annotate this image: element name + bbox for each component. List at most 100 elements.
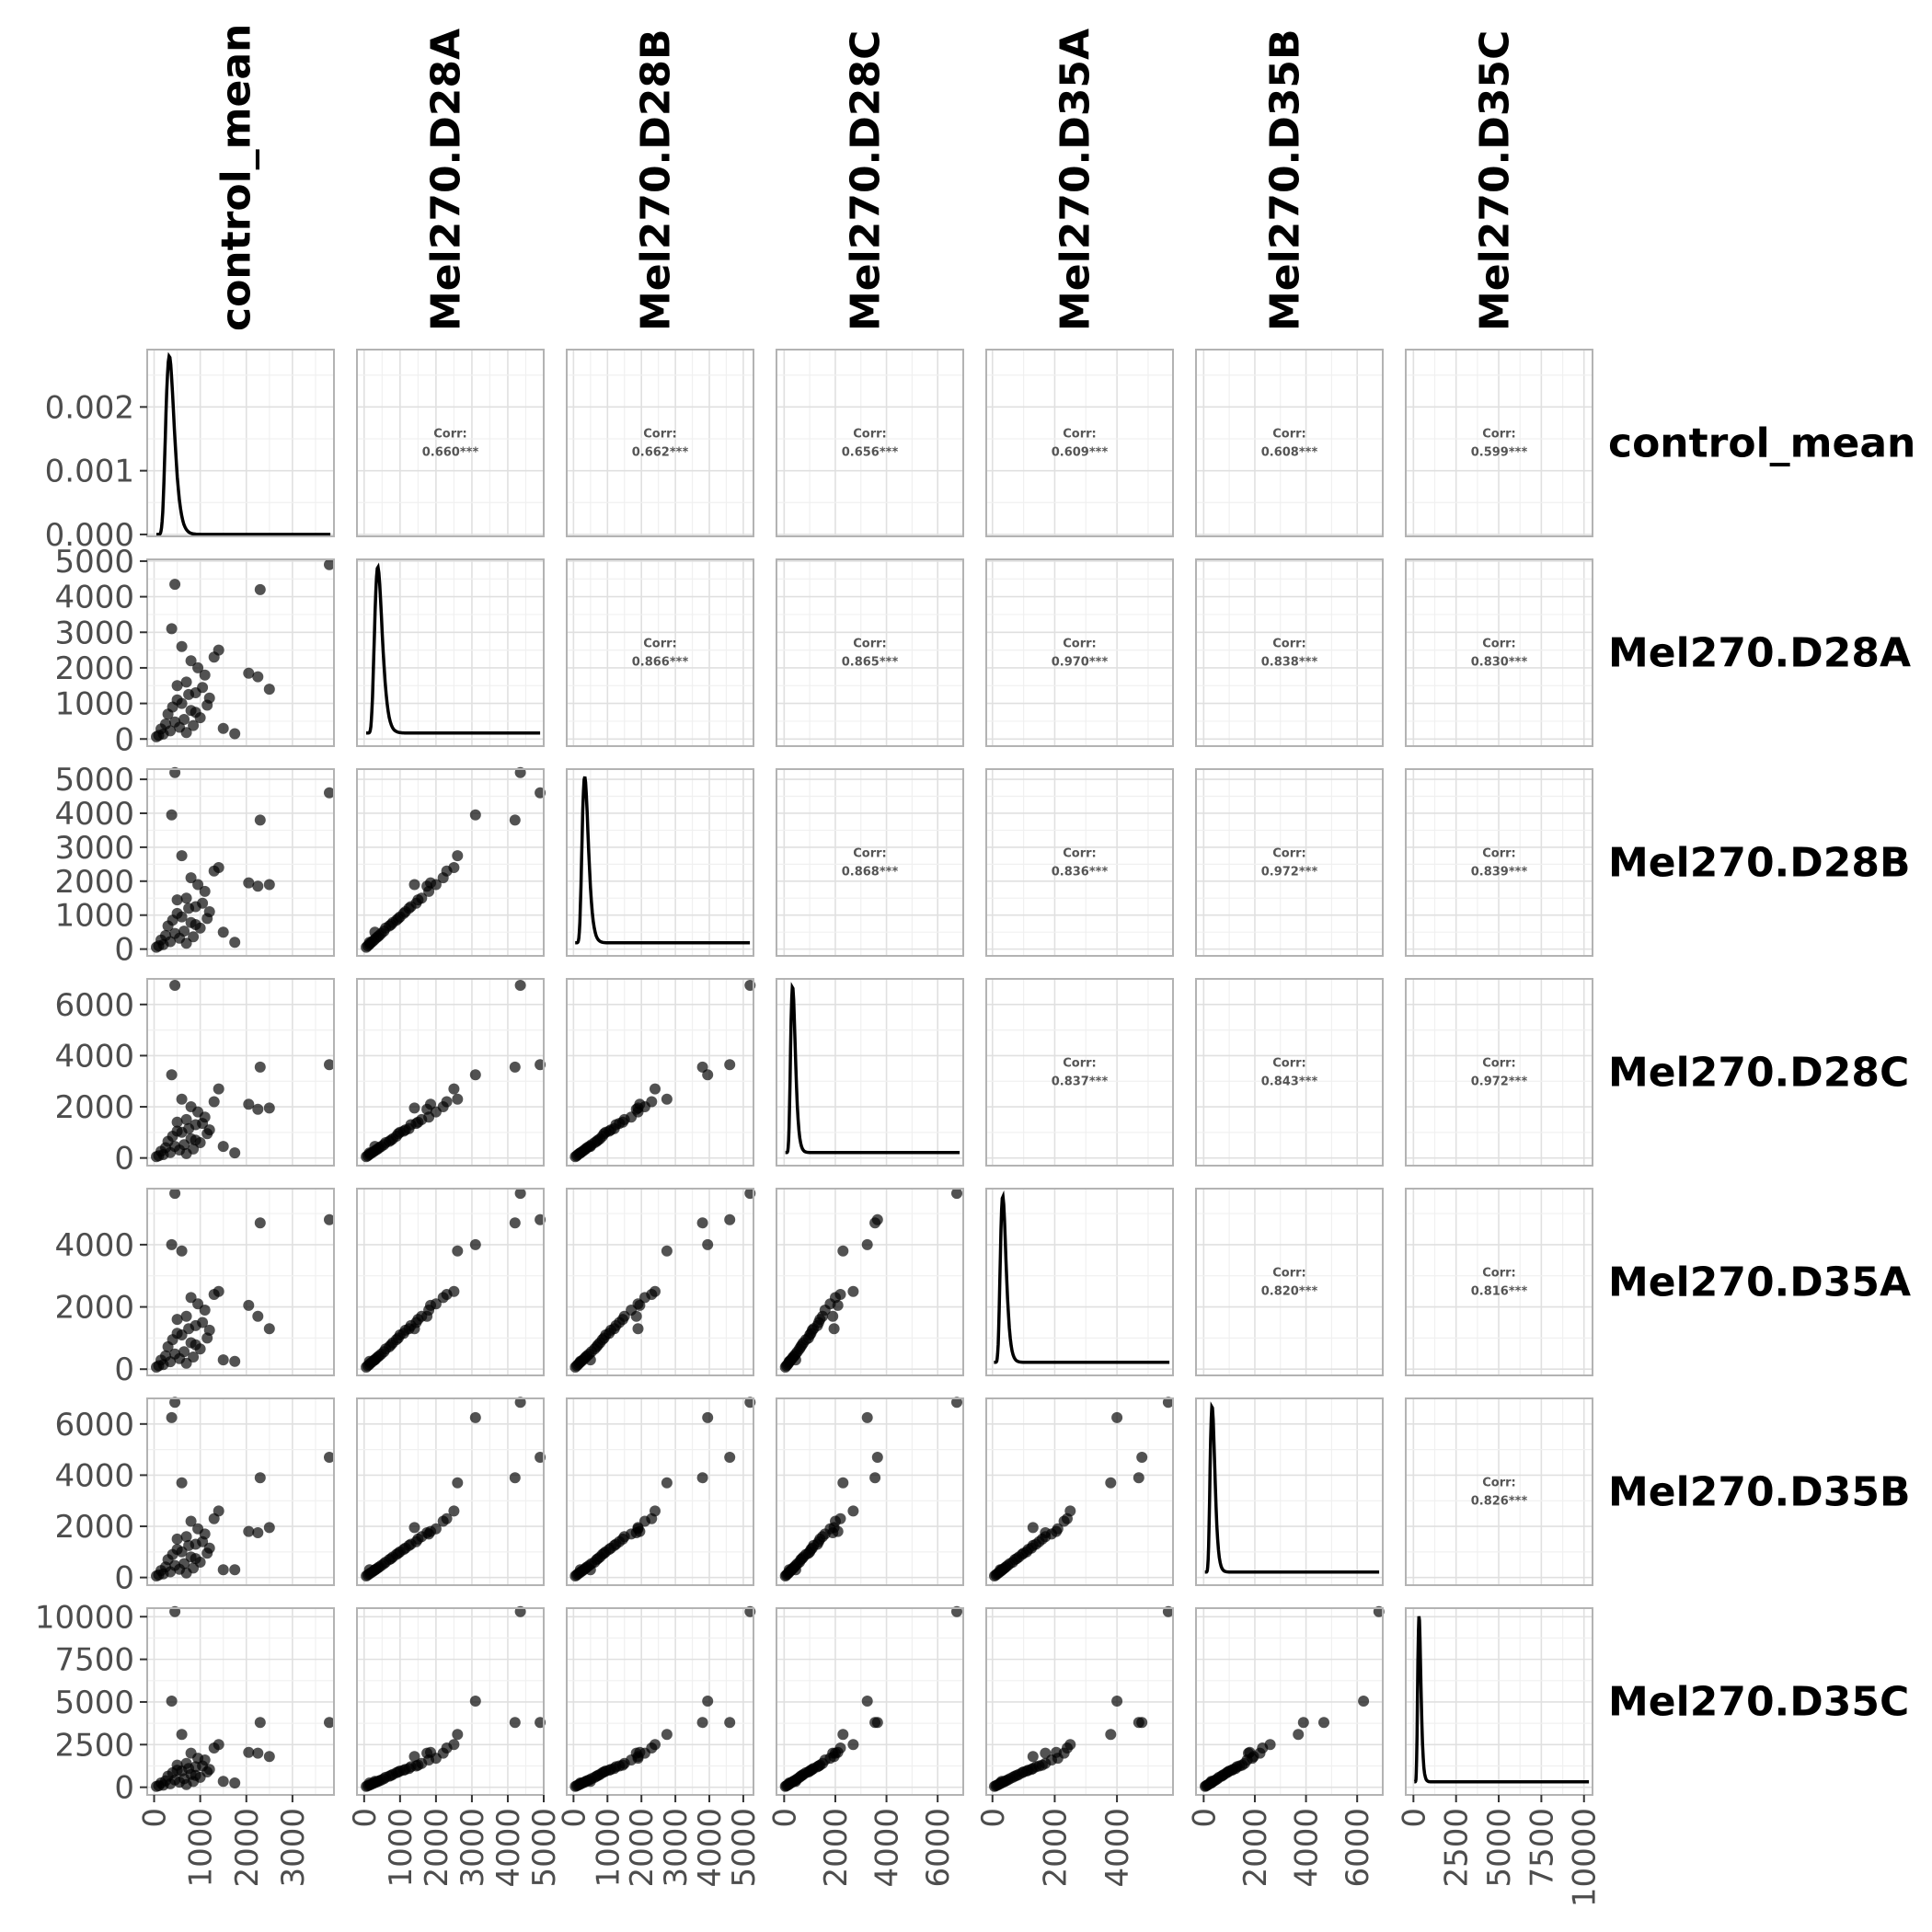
scatter-point [1105,1729,1117,1741]
scatter-point [837,1477,849,1489]
panel-border [566,1188,754,1376]
scatter-point [324,1717,335,1729]
panel-border [566,768,754,957]
x-tick-label: 5000 [526,1808,563,1888]
panel-Mel270.D28B-vs-Mel270.D35C: Corr: 0.839*** [1405,768,1593,957]
column-label-Mel270.D28A: Mel270.D28A [423,29,470,331]
scatter-point [252,1310,264,1322]
scatter-point [201,1766,213,1777]
scatter-point [171,1328,183,1340]
corr-label: Corr: [433,428,467,442]
scatter-point [1318,1717,1329,1729]
panel-Mel270.D35C-vs-Mel270.D35A [985,1605,1174,1796]
scatter-point [423,885,435,897]
scatter-point [847,1285,859,1297]
scatter-point [1011,1769,1023,1781]
scatter-point [361,1151,373,1163]
scatter-point [185,1515,197,1527]
panel-Mel270.D35C-vs-Mel270.D35B [1195,1605,1385,1796]
scatter-point [208,865,220,877]
scatter-point [724,1717,736,1729]
scatter-point [190,1553,201,1565]
density-curve-Mel270.D35B [1204,1401,1380,1574]
panel-Mel270.D28B-vs-Mel270.D28B [566,768,754,957]
panel-border [146,1188,335,1376]
panel-background [357,559,544,746]
scatter-point [1133,1472,1144,1484]
scatter-point [509,1217,521,1229]
y-tick-label: 5000 [54,544,134,581]
column-label-Mel270.D35A: Mel270.D35A [1052,29,1099,331]
corr-value: 0.656*** [842,446,899,460]
scatter-point [229,1355,241,1367]
panel-Mel270.D35B-vs-Mel270.D28B [566,1397,756,1586]
scatter-point [208,651,220,663]
scatter-point [452,1477,464,1489]
corr-value: 0.609*** [1052,446,1109,460]
y-tick-label: 0 [114,932,134,969]
scatter-point [229,937,241,949]
scatter-point [252,1747,264,1759]
scatter-point [254,814,266,826]
row-label-Mel270.D28C: Mel270.D28C [1608,1050,1909,1097]
scatter-point [469,1238,481,1250]
scatter-point [1216,1769,1228,1781]
scatter-point [263,1323,275,1335]
scatter-point [661,1245,673,1257]
scatter-point [569,1780,581,1792]
panel-border [1195,978,1384,1167]
scatter-point [252,1527,264,1538]
scatter-point [592,1553,604,1565]
scatter-point [397,1328,409,1340]
panel-background [986,979,1173,1166]
panel-background [147,1189,334,1375]
x-tick-label: 0 [556,1808,592,1828]
panel-border [776,1188,964,1376]
corr-value: 0.972*** [1471,1075,1528,1089]
scatter-point [702,1411,714,1423]
x-tick-label: 5000 [726,1808,763,1888]
panel-control_mean-vs-control_mean [146,349,335,537]
scatter-point [951,1188,962,1200]
scatter-point [1105,1477,1117,1489]
scatter-point [199,1305,211,1316]
scatter-point [185,872,197,884]
panel-Mel270.D28B-vs-Mel270.D28C: Corr: 0.868*** [776,768,964,957]
panel-background [776,769,963,956]
panel-control_mean-vs-Mel270.D35B: Corr: 0.608*** [1195,349,1384,537]
corr-value: 0.830*** [1471,656,1528,670]
scatter-point [263,879,275,891]
panel-background [986,769,1173,956]
scatter-point [201,1128,213,1140]
corr-label: Corr: [643,428,677,442]
panel-Mel270.D35A-vs-Mel270.D35A [985,1188,1174,1376]
scatter-point [217,1776,229,1788]
scatter-point [171,1533,183,1545]
scatter-point [188,719,200,731]
scatter-point [847,1739,859,1751]
scatter-point [180,1310,192,1322]
scatter-point [779,1362,791,1373]
panel-background [776,979,963,1166]
corr-label: Corr: [643,638,677,651]
row-label-Mel270.D35B: Mel270.D35B [1608,1469,1911,1516]
panel-Mel270.D35B-vs-control_mean [146,1397,335,1586]
scatter-point [199,669,211,681]
scatter-point [190,1769,201,1781]
scatter-point [190,1339,201,1351]
x-tick-label: 2000 [1237,1808,1274,1888]
x-tick-label: 2000 [818,1808,855,1888]
panel-background [357,350,544,536]
corr-label: Corr: [1482,428,1516,442]
panel-Mel270.D35B-vs-Mel270.D28C [776,1397,964,1586]
x-tick-label: 2000 [229,1808,266,1888]
panel-Mel270.D35C-vs-Mel270.D28B [566,1605,756,1796]
scatter-point [197,1118,209,1130]
scatter-point [208,1512,220,1524]
panel-background [1196,1398,1383,1585]
scatter-point [1111,1411,1123,1423]
scatter-point [197,682,209,694]
scatter-point [208,1742,220,1754]
scatter-point [171,1116,183,1128]
scatter-point [469,809,481,821]
